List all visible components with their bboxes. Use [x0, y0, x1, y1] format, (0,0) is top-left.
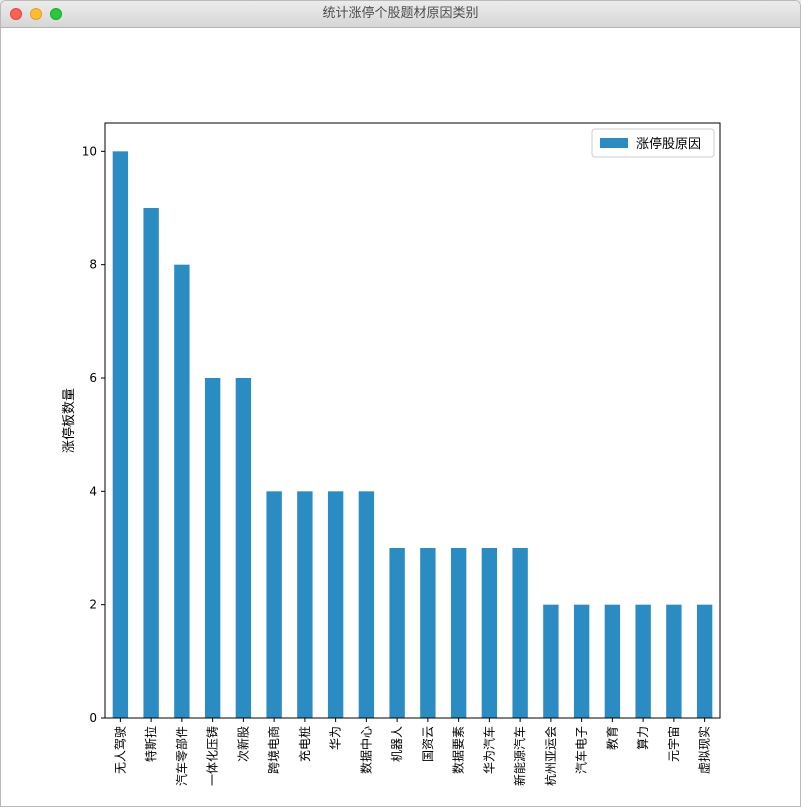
- x-tick-label-9: 机器人: [390, 726, 404, 762]
- x-tick-label-14: 杭州亚运会: [543, 726, 558, 786]
- window-title: 统计涨停个股题材原因类别: [322, 6, 479, 21]
- x-tick-label-2: 汽车零部件: [174, 726, 189, 786]
- title-bar: 统计涨停个股题材原因类别: [1, 1, 800, 28]
- close-window-button[interactable]: [10, 8, 22, 20]
- x-tick-label-3: 一体化压铸: [205, 726, 220, 786]
- bar-9: [389, 548, 405, 718]
- legend-label: 涨停股原因: [636, 136, 701, 152]
- bar-8: [358, 491, 375, 718]
- bar-1: [143, 208, 159, 718]
- maximize-window-button[interactable]: [50, 8, 62, 20]
- bar-17: [635, 604, 651, 718]
- bar-10: [420, 548, 436, 718]
- figure-canvas: 0 2 4 6 8 10 无人驾驶 特斯拉 汽车零部件 一体化压铸 次新股 跨境电商 充电桩 华为 数据中…: [5, 29, 798, 804]
- bar-18: [666, 604, 682, 718]
- bar-5: [266, 491, 282, 718]
- x-tick-label-10: 国资云: [421, 726, 435, 762]
- x-tick-label-19: 虚拟现实: [697, 726, 712, 774]
- bar-14: [543, 604, 559, 718]
- bar-4: [235, 378, 252, 718]
- y-tick-label-0: 0: [89, 711, 97, 725]
- x-tick-label-4: 次新股: [235, 726, 250, 762]
- legend-swatch: [600, 138, 628, 148]
- x-tick-label-0: 无人驾驶: [112, 726, 127, 774]
- legend-box: [591, 128, 715, 158]
- x-tick-label-15: 汽车电子: [574, 726, 589, 774]
- x-tick-label-16: 教育: [604, 726, 619, 750]
- y-tick-label-3: 6: [89, 371, 97, 385]
- y-tick-label-1: 2: [89, 598, 97, 612]
- x-tick-label-5: 跨境电商: [266, 726, 281, 774]
- bar-3: [204, 378, 221, 718]
- bar-6: [297, 491, 313, 718]
- y-axis-label: 涨停板数量: [61, 388, 77, 453]
- x-tick-label-8: 数据中心: [358, 726, 373, 774]
- x-tick-label-17: 算力: [635, 726, 650, 750]
- bar-12: [481, 548, 498, 718]
- bar-7: [327, 491, 344, 718]
- bar-19: [696, 604, 713, 718]
- legend: 涨停股原因: [591, 128, 715, 158]
- y-tick-label-2: 4: [89, 484, 97, 498]
- x-tick-label-13: 新能源汽车: [512, 726, 527, 786]
- minimize-window-button[interactable]: [30, 8, 42, 20]
- bar-2: [174, 264, 190, 718]
- x-tick-label-11: 数据要素: [451, 726, 466, 774]
- y-axis: 0 2 4 6 8 10: [82, 144, 105, 725]
- bar-11: [450, 548, 467, 718]
- bar-0: [112, 151, 129, 718]
- bars-group: [112, 151, 713, 718]
- bar-15: [573, 604, 590, 718]
- x-tick-label-18: 元宇宙: [666, 726, 681, 762]
- y-tick-label-5: 10: [82, 144, 97, 158]
- bar-13: [512, 548, 528, 718]
- x-tick-label-7: 华为: [329, 726, 343, 750]
- x-tick-label-1: 特斯拉: [143, 726, 158, 762]
- y-tick-label-4: 8: [89, 258, 97, 272]
- bar-16: [604, 604, 621, 718]
- x-tick-label-12: 华为汽车: [481, 726, 496, 774]
- x-tick-label-6: 充电桩: [297, 726, 312, 762]
- plot-frame: [104, 122, 721, 719]
- x-axis: 无人驾驶 特斯拉 汽车零部件 一体化压铸 次新股 跨境电商 充电桩 华为 数据中心 机器人 国资云 数…: [112, 718, 712, 786]
- bar-chart: 0 2 4 6 8 10 无人驾驶 特斯拉 汽车零部件 一体化压铸 次新股 跨境电商 充电桩 华为 数据中…: [61, 122, 721, 786]
